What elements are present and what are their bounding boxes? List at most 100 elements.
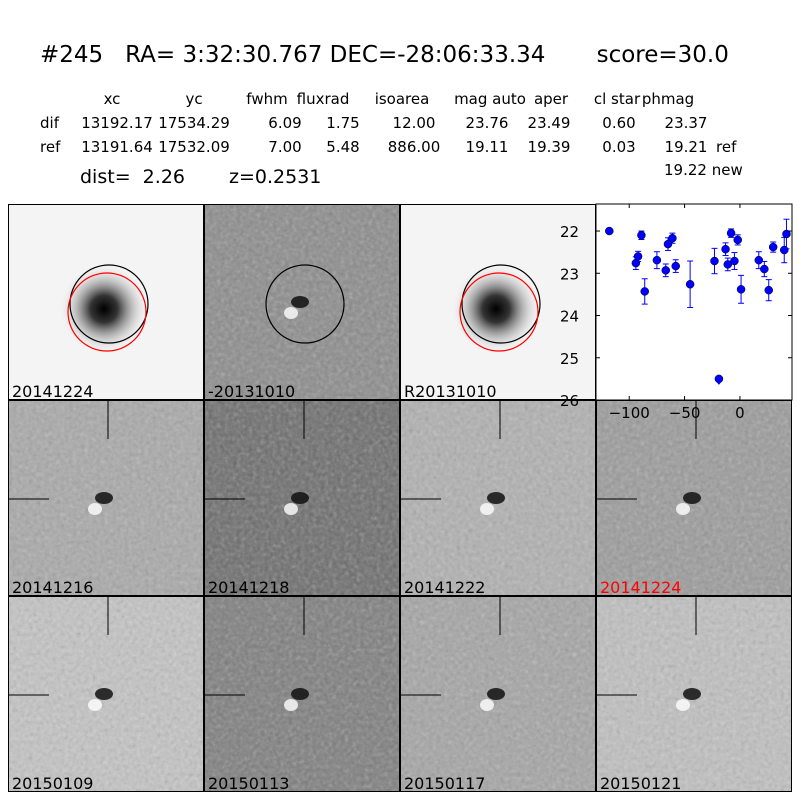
table-cell: 12.00 [392, 114, 436, 132]
table-cell: 13192.17 [81, 114, 153, 132]
candidate-title: #245 RA= 3:32:30.767 DEC=-28:06:33.34 sc… [40, 42, 729, 68]
stamp-date-label: 20141224 [12, 382, 94, 400]
column-header: isoarea [374, 90, 430, 108]
detection-circle [265, 264, 345, 344]
image-stamp: 20141224 [596, 400, 792, 596]
x-tick-label: −100 [609, 404, 650, 422]
table-cell: 886.00 [387, 138, 441, 156]
source-blob [95, 688, 113, 700]
data-point [640, 287, 649, 296]
row-label: ref [40, 138, 61, 156]
data-point [723, 260, 733, 269]
table-cell: 0.03 [602, 138, 636, 156]
redshift-text: z=0.2531 [229, 166, 322, 188]
source-blob [487, 492, 505, 504]
stamp-date-label: 20141224 [600, 578, 682, 596]
source-blob [683, 688, 701, 700]
table-cell: 23.37 [664, 114, 708, 132]
data-point [652, 255, 662, 265]
data-point [721, 244, 730, 254]
column-header: cl star [593, 90, 641, 108]
table-cell: 19.21 [664, 138, 708, 156]
image-stamp: 20141218 [204, 400, 400, 596]
table-cell: 7.00 [268, 138, 302, 156]
detection-circle [461, 264, 541, 344]
y-tick-label: 22 [560, 223, 579, 241]
source-blob [59, 264, 149, 354]
column-header: fwhm [246, 90, 288, 108]
data-point [710, 256, 719, 266]
table-cell: 0.60 [602, 114, 636, 132]
row-label: dif [40, 114, 59, 132]
source-blob [451, 264, 541, 354]
image-stamp: 20141224 [8, 204, 204, 400]
plot-area [595, 203, 793, 401]
source-blob [291, 492, 309, 504]
table-cell: 5.48 [326, 138, 360, 156]
image-stamp: 20141222 [400, 400, 596, 596]
stamp-date-label: -20131010 [208, 382, 296, 400]
table-cell: 19.39 [527, 138, 571, 156]
image-stamp: 20150117 [400, 596, 596, 792]
data-point [663, 239, 673, 249]
data-point [661, 266, 671, 275]
data-point [637, 231, 646, 240]
table-cell: 6.09 [268, 114, 302, 132]
stamp-date-label: R20131010 [404, 382, 497, 400]
source-blob [291, 296, 309, 308]
y-tick-label: 25 [560, 350, 579, 368]
stamp-date-label: 20141216 [12, 578, 94, 596]
data-point [782, 229, 791, 239]
source-blob [683, 492, 701, 504]
stamp-date-label: 20141218 [208, 578, 290, 596]
data-point [768, 242, 778, 252]
image-stamp: 20141216 [8, 400, 204, 596]
source-blob [487, 688, 505, 700]
table-cell: 13191.64 [81, 138, 153, 156]
column-header: fluxrad [296, 90, 350, 108]
image-stamp: 20150121 [596, 596, 792, 792]
data-point [726, 228, 736, 238]
row-suffix: ref [716, 138, 737, 156]
reference-circle [459, 272, 539, 352]
table-cell: 17534.29 [158, 114, 230, 132]
y-tick-label: 26 [560, 392, 579, 410]
column-header: phmag [641, 90, 695, 108]
upper-limit-arrow [714, 379, 723, 385]
data-point [736, 285, 746, 294]
table-cell: 19.11 [465, 138, 509, 156]
table-cell: 23.76 [465, 114, 509, 132]
stamp-date-label: 20141222 [404, 578, 486, 596]
detection-circle [69, 264, 149, 344]
data-point [633, 252, 643, 261]
column-header: mag auto [454, 90, 526, 108]
data-point [779, 245, 789, 255]
x-tick-label: 0 [735, 404, 745, 422]
y-tick-label: 24 [560, 308, 579, 326]
column-header: aper [533, 90, 569, 108]
data-point [730, 256, 739, 266]
stamp-date-label: 20150109 [12, 774, 94, 792]
dist-text: dist= 2.26 [80, 166, 185, 188]
data-point [668, 233, 677, 243]
data-point [671, 261, 680, 271]
table-cell: 23.49 [527, 114, 571, 132]
data-point [605, 226, 614, 236]
image-stamp: 20150109 [8, 596, 204, 792]
table-cell: 17532.09 [158, 138, 230, 156]
image-stamp: -20131010 [204, 204, 400, 400]
table-cell: 1.75 [326, 114, 360, 132]
data-point [754, 255, 764, 265]
image-stamp: 20150113 [204, 596, 400, 792]
stamp-date-label: 20150113 [208, 774, 290, 792]
data-point [760, 264, 769, 274]
source-blob [291, 688, 309, 700]
y-tick-label: 23 [560, 265, 579, 283]
light-curve-plot: −100 −50 0 22 23 24 25 26 [560, 203, 793, 422]
reference-circle [67, 272, 147, 352]
data-point [685, 280, 695, 289]
data-point [764, 285, 773, 295]
x-tick-label: −50 [669, 404, 701, 422]
stamp-date-label: 20150117 [404, 774, 486, 792]
new-phmag: 19.22 new [664, 161, 743, 179]
